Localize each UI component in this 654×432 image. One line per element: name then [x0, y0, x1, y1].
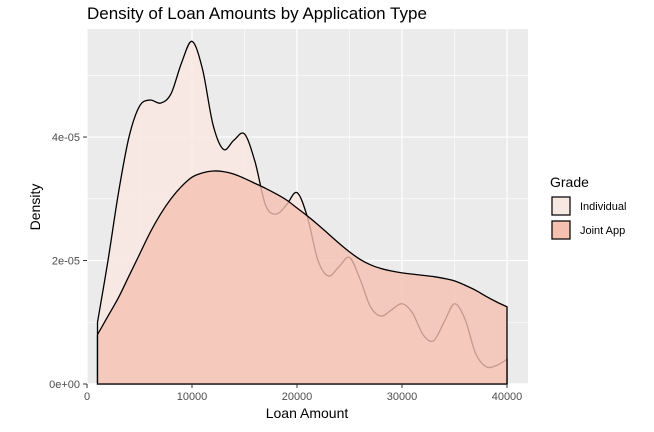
- legend-swatch: [551, 220, 571, 240]
- x-tick-label: 0: [84, 391, 90, 403]
- x-tick-label: 20000: [282, 391, 313, 403]
- density-area-joint-app: [96, 170, 508, 385]
- x-tick-label: 40000: [492, 391, 523, 403]
- x-axis-title: Loan Amount: [266, 405, 349, 421]
- y-axis-ticks: 0e+00 2e-05 4e-05: [49, 132, 87, 391]
- legend-swatch: [551, 196, 571, 216]
- chart-title: Density of Loan Amounts by Application T…: [87, 4, 427, 23]
- x-axis-ticks: 0 10000 20000 30000 40000: [84, 384, 522, 403]
- legend-title: Grade: [550, 174, 589, 190]
- legend-label: Individual: [580, 201, 626, 213]
- density-areas: [96, 40, 508, 385]
- y-tick-label: 2e-05: [52, 256, 80, 268]
- y-axis-title: Density: [27, 184, 43, 231]
- y-tick-label: 0e+00: [49, 379, 80, 391]
- x-tick-label: 10000: [177, 391, 208, 403]
- y-tick-label: 4e-05: [52, 132, 80, 144]
- legend: Grade Individual Joint App: [550, 174, 626, 240]
- legend-label: Joint App: [580, 225, 625, 237]
- x-tick-label: 30000: [387, 391, 418, 403]
